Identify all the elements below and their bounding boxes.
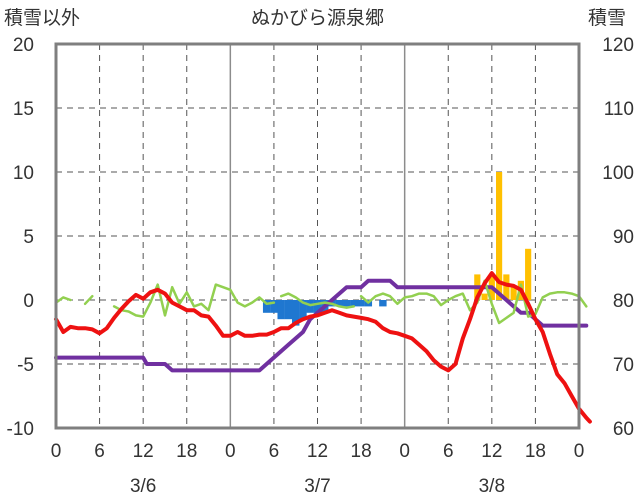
x-tick-label: 12: [481, 441, 502, 462]
series-lines: [54, 271, 592, 424]
left-tick-label: 15: [13, 99, 34, 120]
precip-bar: [292, 300, 300, 326]
right-tick-label: 100: [602, 163, 634, 184]
precip-bar: [277, 300, 285, 320]
snow_depth-line: [54, 278, 589, 373]
x-tick-label: 0: [51, 441, 62, 462]
x-axis-ticks: 0 6 12 18 0 6 12 18 0 6 12 18 0: [51, 441, 585, 462]
precip-bar: [350, 300, 358, 307]
left-tick-label: -10: [7, 419, 34, 440]
right-tick-label: 120: [602, 35, 634, 56]
left-tick-label: 20: [13, 35, 34, 56]
right-axis-label: 積雪: [588, 7, 626, 29]
x-tick-label: 0: [225, 441, 236, 462]
x-tick-label: 6: [269, 441, 280, 462]
precip-bar: [357, 300, 365, 307]
right-axis-ticks: 120 110 100 90 80 70 60: [602, 35, 634, 440]
right-tick-label: 60: [613, 419, 634, 440]
precip-bar: [525, 248, 532, 300]
precip-bar: [496, 172, 503, 300]
right-tick-label: 90: [613, 227, 634, 248]
precip-bar: [299, 300, 307, 320]
precip-bar: [503, 274, 510, 300]
x-tick-label: 18: [351, 441, 372, 462]
left-axis-label: 積雪以外: [4, 7, 80, 29]
precip-bar: [284, 300, 293, 320]
x-tick-label: 18: [525, 441, 546, 462]
right-tick-label: 110: [604, 99, 634, 120]
date-label: 3/6: [130, 476, 156, 497]
x-tick-label: 0: [399, 441, 410, 462]
grid-lines: [56, 44, 579, 428]
left-tick-label: 5: [23, 227, 34, 248]
temperature-line: [54, 271, 592, 424]
chart-title: ぬかびら源泉郷: [251, 7, 384, 29]
left-tick-label: -5: [17, 355, 34, 376]
left-axis-ticks: 20 15 10 5 0 -5 -10: [7, 35, 34, 440]
date-label: 3/7: [304, 476, 330, 497]
left-tick-label: 0: [23, 291, 34, 312]
right-tick-label: 70: [613, 355, 634, 376]
precip-bar: [510, 287, 517, 300]
x-tick-label: 0: [574, 441, 585, 462]
precip-bar: [306, 300, 314, 313]
date-label: 3/8: [479, 476, 505, 497]
x-tick-label: 18: [176, 441, 197, 462]
x-tick-label: 12: [133, 441, 154, 462]
x-tick-label: 12: [307, 441, 328, 462]
x-tick-label: 6: [443, 441, 454, 462]
date-labels: 3/6 3/7 3/8: [130, 476, 505, 497]
right-tick-label: 80: [613, 291, 634, 312]
precip-bar: [313, 300, 322, 313]
plot-frame: [54, 42, 581, 430]
precip-bar: [481, 293, 488, 300]
precip-bar: [379, 300, 387, 307]
precip-bar: [262, 300, 271, 313]
wind-line: [54, 279, 588, 325]
precip-bar: [270, 300, 278, 313]
left-tick-label: 10: [13, 163, 34, 184]
x-tick-label: 6: [94, 441, 105, 462]
precip-bar: [342, 300, 351, 307]
precip-bar: [335, 300, 343, 307]
